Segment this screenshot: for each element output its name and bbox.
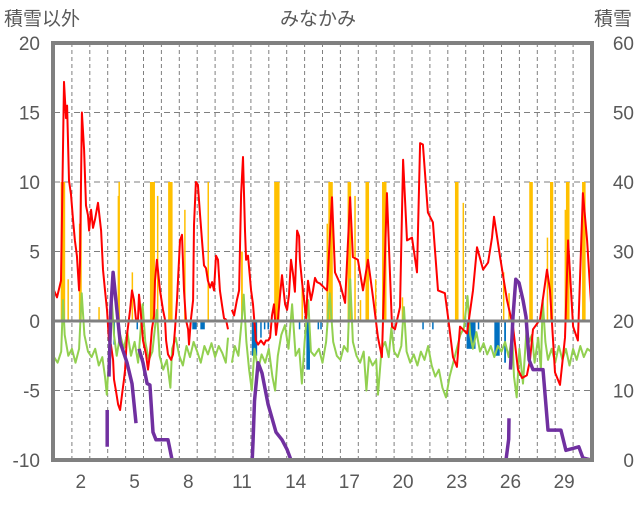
x-tick-label: 23 <box>446 472 467 493</box>
yellow-bar <box>207 182 209 321</box>
yellow-bar <box>582 182 586 321</box>
yellow-bar <box>347 182 352 321</box>
x-tick-label: 2 <box>76 472 87 493</box>
yellow-bar <box>359 300 362 321</box>
x-tick-label: 17 <box>339 472 360 493</box>
left-axis-title: 積雪以外 <box>4 8 80 30</box>
yellow-bar <box>550 182 554 321</box>
blue-bar <box>251 321 258 356</box>
left-tick-label: 15 <box>19 104 40 125</box>
blue-bar <box>136 321 139 330</box>
yellow-bar <box>274 182 280 321</box>
blue-bar <box>260 321 262 338</box>
yellow-bar <box>67 279 69 321</box>
x-tick-label: 5 <box>129 472 140 493</box>
yellow-bar <box>365 182 370 321</box>
yellow-bar <box>118 182 120 321</box>
blue-bar <box>298 321 301 330</box>
x-tick-label: 14 <box>285 472 307 493</box>
left-tick-label: 20 <box>19 34 40 55</box>
left-tick-label: -5 <box>23 382 40 403</box>
yellow-bar <box>241 251 243 321</box>
x-tick-label: 11 <box>232 472 252 493</box>
blue-bar <box>320 321 322 330</box>
right-axis-title: 積雪 <box>594 8 632 30</box>
right-tick-label: 20 <box>613 312 634 333</box>
yellow-bar <box>374 279 377 321</box>
yellow-bar <box>60 182 66 321</box>
right-tick-label: 40 <box>613 173 634 194</box>
yellow-bar <box>401 297 404 321</box>
right-tick-label: 50 <box>613 104 634 125</box>
blue-bar <box>494 321 500 356</box>
x-tick-label: 29 <box>554 472 575 493</box>
left-tick-label: 10 <box>19 173 40 194</box>
left-tick-label: 0 <box>29 312 40 333</box>
yellow-bar <box>301 279 303 321</box>
right-tick-label: 10 <box>613 382 634 403</box>
red-line <box>53 80 592 411</box>
blue-bar <box>267 321 269 330</box>
blue-bar <box>317 321 320 330</box>
right-tick-label: 0 <box>623 451 634 472</box>
yellow-bar <box>462 202 465 321</box>
blue-bar <box>263 321 266 330</box>
blue-bar <box>306 321 310 370</box>
blue-bar <box>477 321 480 330</box>
blue-bar <box>422 321 424 330</box>
left-tick-label: 5 <box>29 243 40 264</box>
left-tick-label: -10 <box>13 451 40 472</box>
x-tick-label: 8 <box>183 472 194 493</box>
yellow-bar <box>502 272 505 321</box>
x-tick-label: 20 <box>392 472 413 493</box>
right-tick-label: 60 <box>613 34 634 55</box>
blue-bar <box>432 321 434 330</box>
x-tick-label: 26 <box>500 472 521 493</box>
yellow-bar <box>168 182 173 321</box>
chart-title: みなかみ <box>280 9 356 30</box>
yellow-bar <box>184 209 186 321</box>
yellow-bar <box>149 182 155 321</box>
yellow-bar <box>117 195 120 321</box>
blue-bar <box>200 321 205 330</box>
yellow-bar <box>529 182 533 321</box>
right-tick-label: 30 <box>613 243 634 264</box>
yellow-bar <box>328 182 333 321</box>
plot-frame <box>51 41 594 462</box>
blue-bar <box>192 321 197 330</box>
yellow-bar <box>564 209 567 321</box>
yellow-bar <box>98 307 100 321</box>
yellow-bar <box>156 195 159 321</box>
yellow-bar <box>454 182 459 321</box>
